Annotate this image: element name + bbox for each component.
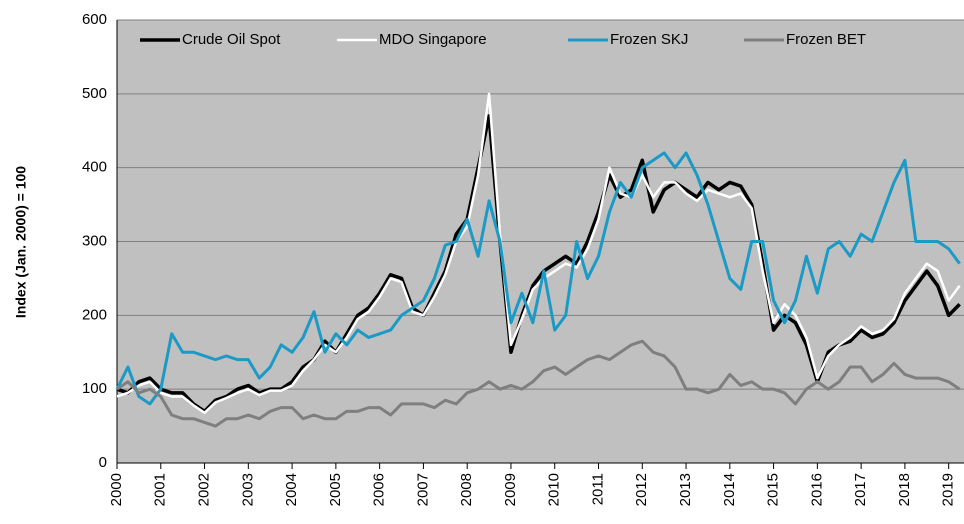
legend-label: Frozen SKJ — [610, 31, 688, 48]
x-tick-label: 2003 — [239, 473, 256, 506]
x-tick-label: 2013 — [677, 473, 694, 506]
y-tick-label: 400 — [82, 159, 107, 176]
y-tick-label: 100 — [82, 380, 107, 397]
x-tick-label: 2005 — [327, 473, 344, 506]
series-line — [115, 151, 961, 406]
x-tick-label: 2012 — [633, 473, 650, 506]
legend-label: Crude Oil Spot — [182, 31, 281, 48]
y-tick-label: 500 — [82, 85, 107, 102]
series-line — [116, 92, 961, 415]
x-tick-label: 2001 — [152, 473, 169, 506]
x-tick-label: 2002 — [196, 473, 213, 506]
y-tick-label: 0 — [99, 454, 107, 471]
x-tick-label: 2018 — [896, 473, 913, 506]
x-tick-label: 2019 — [940, 473, 957, 506]
x-tick-label: 2015 — [765, 473, 782, 506]
x-tick-label: 2014 — [721, 473, 738, 506]
legend-label: Frozen BET — [786, 31, 866, 48]
x-tick-label: 2011 — [589, 473, 606, 505]
y-tick-label: 200 — [82, 306, 107, 323]
legend-label: MDO Singapore — [379, 31, 487, 48]
series-line — [116, 339, 961, 428]
y-tick-label: 300 — [82, 232, 107, 249]
x-tick-label: 2016 — [808, 473, 825, 506]
x-tick-label: 2000 — [108, 473, 125, 506]
y-tick-label: 600 — [82, 11, 107, 28]
y-axis-label: Index (Jan. 2000) = 100 — [13, 166, 29, 318]
x-tick-label: 2007 — [414, 473, 431, 506]
x-tick-label: 2004 — [283, 473, 300, 506]
x-tick-label: 2010 — [546, 473, 563, 506]
x-tick-label: 2008 — [458, 473, 475, 506]
x-tick-label: 2009 — [502, 473, 519, 506]
x-tick-label: 2017 — [852, 473, 869, 506]
x-tick-label: 2006 — [371, 473, 388, 506]
